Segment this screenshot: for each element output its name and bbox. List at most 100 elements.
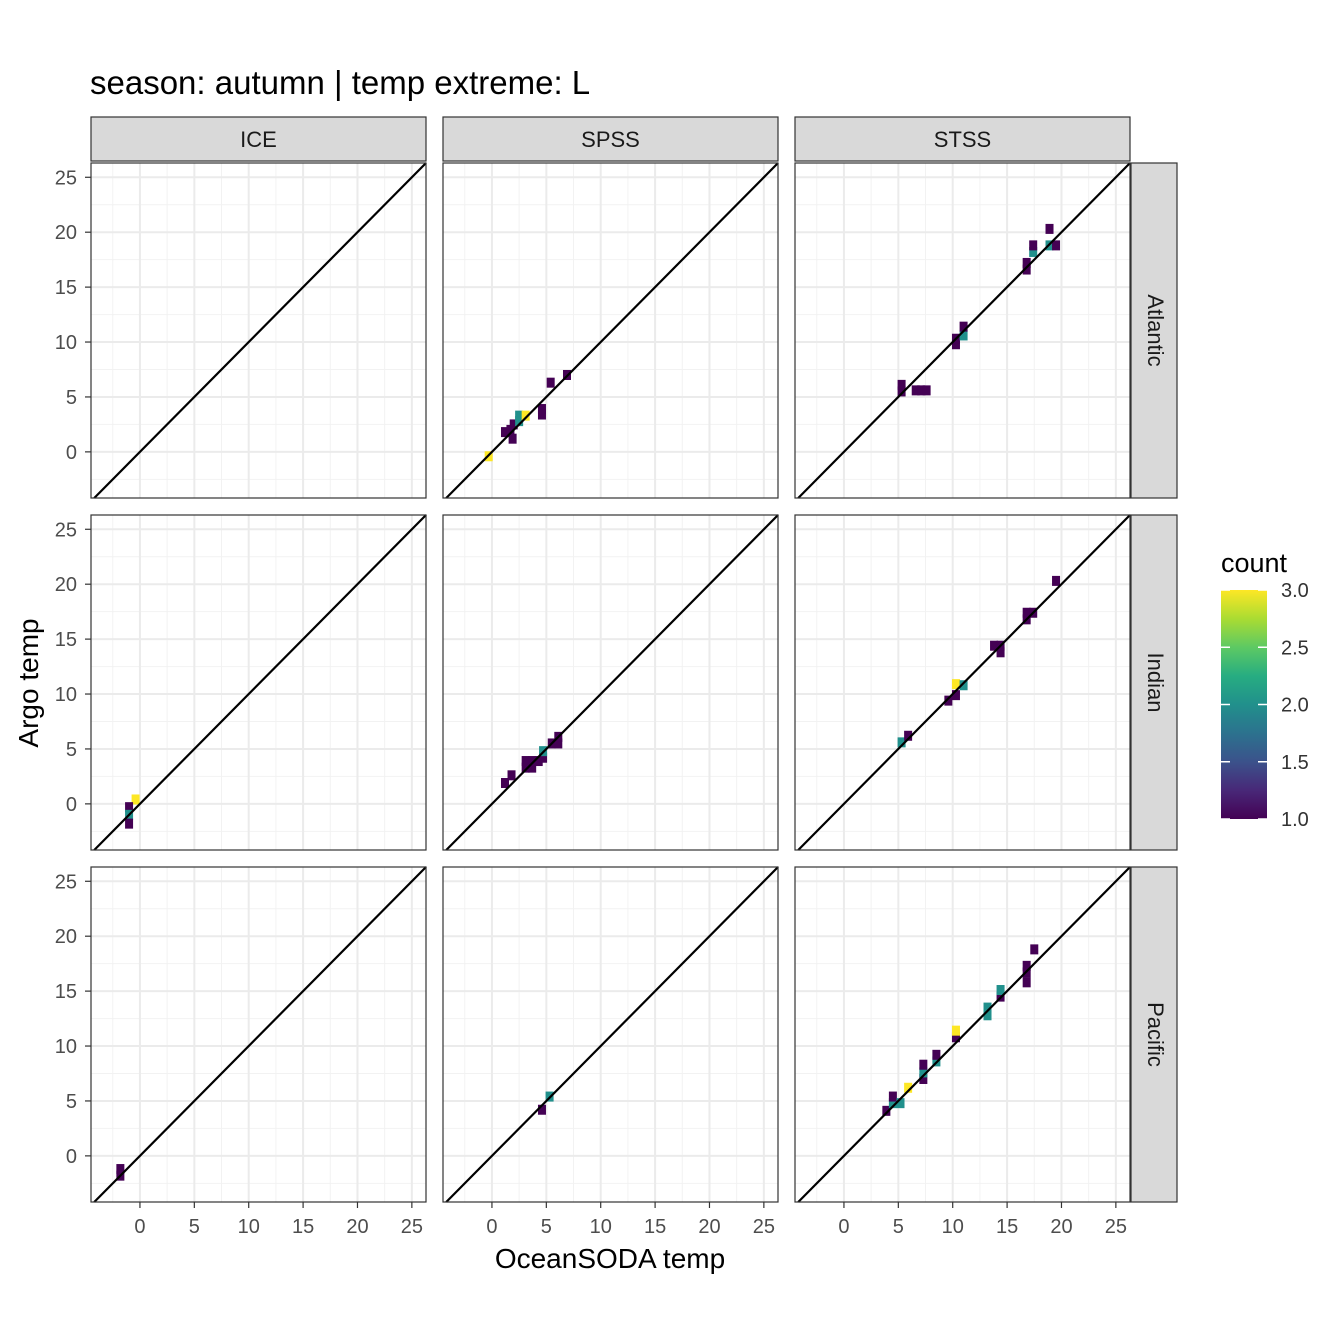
heatmap-cell — [125, 818, 134, 829]
heatmap-cell — [528, 762, 537, 773]
heatmap-cell — [996, 647, 1005, 658]
heatmap-cell — [1052, 575, 1061, 586]
x-axis-label: OceanSODA temp — [495, 1243, 725, 1274]
heatmap-cell — [515, 410, 524, 421]
heatmap-cell — [911, 385, 920, 396]
heatmap-cell — [917, 385, 926, 396]
identity-line — [445, 514, 779, 851]
heatmap-cell — [507, 770, 516, 781]
legend-break-label: 2.0 — [1281, 695, 1309, 717]
panel-atlantic-spss — [442, 162, 779, 499]
heatmap-cell — [1045, 223, 1054, 234]
y-tick-label: 5 — [66, 387, 77, 409]
panel-indian-spss — [442, 514, 779, 851]
y-tick-label: 5 — [66, 1091, 77, 1113]
legend-break-label: 2.5 — [1281, 637, 1309, 659]
facet-strip-label: Atlantic — [1143, 294, 1168, 366]
y-tick-label: 0 — [66, 442, 77, 464]
legend-break-label: 1.0 — [1281, 809, 1309, 831]
heatmap-cell — [537, 1104, 546, 1115]
y-tick-label: 25 — [55, 871, 77, 893]
identity-line — [93, 162, 427, 499]
heatmap-cell — [919, 1073, 928, 1084]
panel-border — [442, 514, 779, 851]
identity-line — [93, 866, 427, 1203]
heatmap-cell — [1022, 607, 1031, 618]
x-tick-label: 5 — [893, 1216, 904, 1238]
heatmap-cell — [897, 737, 906, 748]
facet-strip-label: Pacific — [1143, 1002, 1168, 1067]
panel-border — [442, 866, 779, 1203]
facet-strip-label: SPSS — [581, 127, 640, 152]
heatmap-cell — [1022, 264, 1031, 275]
facet-strip-indian — [1130, 514, 1178, 851]
y-tick-label: 0 — [66, 1146, 77, 1168]
heatmap-cell — [919, 1059, 928, 1070]
heatmap-cell — [919, 1067, 928, 1078]
x-tick-label: 25 — [753, 1216, 775, 1238]
heatmap-cell — [922, 385, 931, 396]
heatmap-cell — [896, 1098, 905, 1109]
y-tick-label: 10 — [55, 1036, 77, 1058]
legend-title: count — [1221, 548, 1288, 578]
x-tick-label: 10 — [238, 1216, 260, 1238]
chart-title: season: autumn | temp extreme: L — [90, 64, 590, 101]
panel-indian-stss — [794, 514, 1131, 851]
heatmap-cell — [882, 1105, 891, 1116]
heatmap-cell — [506, 424, 515, 435]
identity-line — [797, 162, 1131, 499]
legend: count 1.0 1.5 2.0 2.5 3.0 — [1221, 548, 1309, 831]
y-tick-label: 5 — [66, 739, 77, 761]
heatmap-cell — [959, 321, 968, 332]
y-tick-label: 10 — [55, 332, 77, 354]
x-tick-label: 10 — [942, 1216, 964, 1238]
y-tick-label: 0 — [66, 794, 77, 816]
x-tick-label: 20 — [698, 1216, 720, 1238]
panel-pacific-ice: 0 5 10 15 20 25 0 5 10 15 20 25 — [55, 866, 427, 1238]
x-tick-label: 15 — [292, 1216, 314, 1238]
panel-border — [90, 866, 427, 1203]
panel-border — [90, 514, 427, 851]
heatmap-cell — [888, 1098, 897, 1109]
y-tick-label: 25 — [55, 167, 77, 189]
heatmap-cell — [959, 330, 968, 341]
heatmap-cell — [951, 1032, 960, 1043]
y-tick-label: 20 — [55, 926, 77, 948]
facet-strip-atlantic — [1130, 162, 1178, 499]
panel-pacific-stss: 0 5 10 15 20 25 — [794, 866, 1131, 1238]
heatmap-cell — [125, 802, 134, 813]
heatmap-cell — [509, 419, 518, 430]
heatmap-cell — [1029, 246, 1038, 257]
facet-strip-label: ICE — [240, 127, 277, 152]
panel-pacific-spss: 0 5 10 15 20 25 — [442, 866, 779, 1238]
heatmap-cell — [521, 762, 530, 773]
identity-line — [797, 866, 1131, 1203]
y-tick-label: 15 — [55, 629, 77, 651]
legend-break-label: 1.5 — [1281, 752, 1309, 774]
facet-grid: ICE SPSS STSS Atlantic Indian Pacific 0 5 10 15 20… — [55, 116, 1178, 1238]
y-tick-label: 15 — [55, 277, 77, 299]
heatmap-cell — [537, 404, 546, 415]
facet-strip-label: Indian — [1143, 653, 1168, 713]
heatmap-cell — [521, 756, 530, 767]
facet-strip-label: STSS — [934, 127, 991, 152]
heatmap-cell — [508, 433, 517, 444]
legend-break-label: 3.0 — [1281, 580, 1309, 602]
heatmap-cell — [539, 752, 548, 763]
heatmap-cell — [983, 1002, 992, 1013]
heatmap-cell — [1022, 977, 1031, 988]
x-tick-label: 15 — [644, 1216, 666, 1238]
identity-line — [445, 162, 779, 499]
heatmap-cell — [554, 738, 563, 749]
x-tick-label: 10 — [590, 1216, 612, 1238]
heatmap-cell — [521, 410, 530, 421]
y-tick-label: 10 — [55, 684, 77, 706]
x-tick-label: 20 — [1050, 1216, 1072, 1238]
heatmap-cell — [500, 778, 509, 788]
panel-indian-ice: 0 5 10 15 20 25 — [55, 514, 427, 851]
y-tick-label: 20 — [55, 222, 77, 244]
heatmap-cell — [932, 1049, 941, 1060]
heatmap-cell — [131, 794, 140, 805]
y-tick-label: 15 — [55, 981, 77, 1003]
y-tick-label: 25 — [55, 519, 77, 541]
